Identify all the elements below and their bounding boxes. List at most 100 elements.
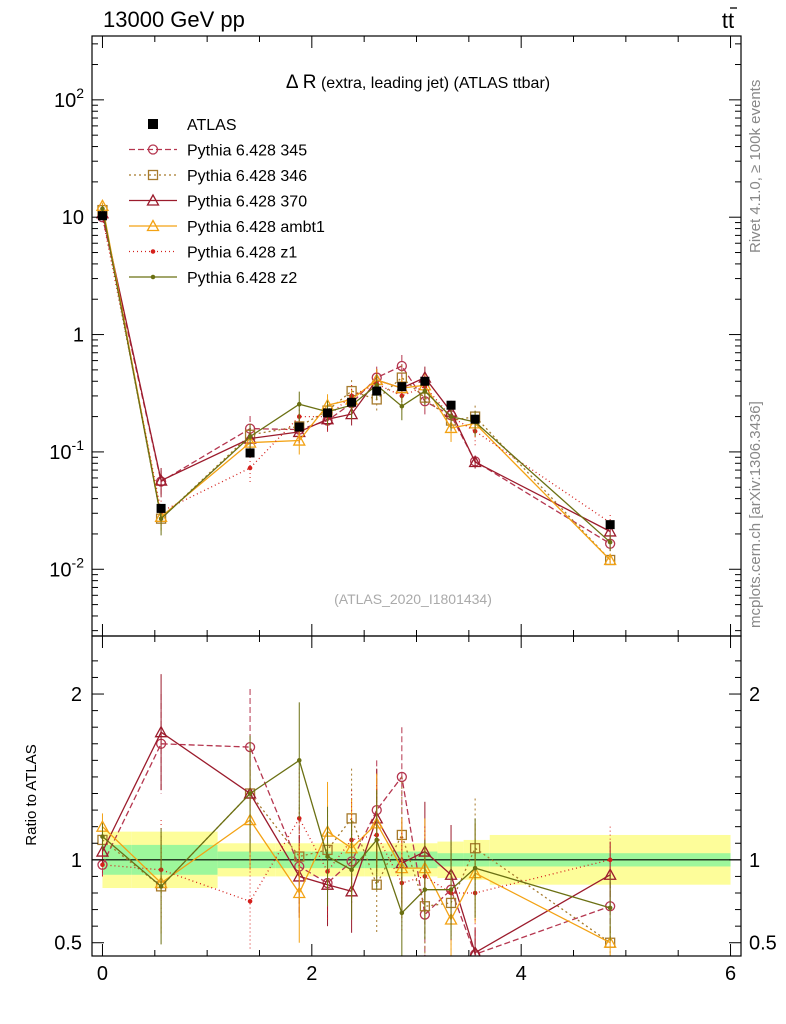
legend-item: ATLAS bbox=[148, 117, 237, 134]
legend: ATLAS Pythia 6.428 345 Pythia 6.428 346 Pyt… bbox=[129, 117, 325, 287]
legend-label: ATLAS bbox=[187, 117, 237, 134]
ratio-point bbox=[158, 884, 164, 889]
series-point bbox=[607, 539, 613, 545]
series-2 bbox=[95, 206, 617, 541]
ratio-tick-label-right: 2 bbox=[749, 684, 760, 706]
ratio-line bbox=[102, 759, 611, 915]
legend-marker bbox=[146, 193, 160, 206]
legend-marker bbox=[147, 169, 159, 181]
ratio-point bbox=[448, 887, 454, 892]
legend-label: Pythia 6.428 z1 bbox=[187, 245, 297, 262]
legend-item: Pythia 6.428 z1 bbox=[129, 245, 297, 262]
ratio-point bbox=[396, 771, 407, 783]
ratio-ylabel: Ratio to ATLAS bbox=[23, 744, 40, 845]
legend-label: Pythia 6.428 z2 bbox=[187, 270, 297, 287]
data-point bbox=[323, 408, 333, 418]
data-point bbox=[446, 400, 456, 410]
series-line bbox=[101, 205, 611, 561]
legend-marker bbox=[150, 274, 156, 280]
mcplots-label: mcplots.cern.ch [arXiv:1306.3436] bbox=[747, 401, 764, 628]
series-point bbox=[444, 421, 458, 434]
ratio-frame bbox=[91, 635, 742, 957]
data-point bbox=[397, 382, 407, 392]
x-tick-label: 0 bbox=[97, 963, 108, 985]
title-rest: (extra, leading jet) (ATLAS ttbar) bbox=[317, 75, 551, 92]
series-line bbox=[101, 213, 611, 533]
ratio-point bbox=[349, 867, 354, 873]
series-point bbox=[247, 434, 253, 439]
ratio-point bbox=[154, 725, 168, 738]
data-point bbox=[347, 397, 357, 407]
y-tick-base: 10 bbox=[49, 559, 71, 581]
data-point bbox=[605, 520, 615, 530]
series-5 bbox=[100, 205, 613, 552]
series-point bbox=[292, 433, 306, 446]
ratio-tick-label-left: 0.5 bbox=[54, 933, 82, 955]
ratio-tick-label-left: 2 bbox=[71, 684, 82, 706]
x-tick-label: 2 bbox=[306, 963, 317, 985]
analysis-watermark: (ATLAS_2020_I1801434) bbox=[334, 591, 492, 607]
legend-label: Pythia 6.428 345 bbox=[187, 143, 307, 160]
data-point bbox=[372, 386, 382, 396]
series-point bbox=[603, 553, 617, 566]
ratio-point bbox=[247, 791, 253, 796]
series-point bbox=[154, 473, 168, 486]
series-line bbox=[101, 208, 611, 543]
legend-label: Pythia 6.428 346 bbox=[187, 168, 307, 185]
rivet-label: Rivet 4.1.0, ≥ 100k events bbox=[747, 80, 764, 253]
ratio-point bbox=[100, 834, 105, 839]
series-point bbox=[399, 403, 405, 409]
legend-item: Pythia 6.428 z2 bbox=[129, 270, 297, 287]
ratio-point bbox=[603, 935, 617, 948]
process-antitop: t bbox=[728, 8, 734, 33]
x-tick-label: 6 bbox=[725, 963, 736, 985]
ratio-series-5 bbox=[100, 702, 613, 956]
y-tick-label: 10 bbox=[62, 207, 84, 229]
series-point bbox=[296, 401, 302, 407]
data-point bbox=[156, 503, 166, 513]
legend-item: Pythia 6.428 ambt1 bbox=[129, 219, 325, 236]
ratio-point bbox=[422, 887, 428, 892]
y-tick-exp: -2 bbox=[72, 554, 85, 570]
legend-marker bbox=[147, 144, 159, 155]
ratio-point bbox=[607, 857, 613, 863]
series-line bbox=[101, 209, 611, 561]
legend-item: Pythia 6.428 345 bbox=[129, 143, 307, 160]
ratio-point bbox=[292, 886, 306, 899]
series-3 bbox=[95, 198, 617, 566]
series-point bbox=[247, 465, 253, 471]
data-point bbox=[245, 448, 255, 458]
plot-title: Δ R (extra, leading jet) (ATLAS ttbar) bbox=[286, 72, 550, 93]
y-tick-exp: -1 bbox=[72, 437, 85, 453]
energy-label: 13000 GeV pp bbox=[103, 7, 245, 32]
legend-marker bbox=[148, 119, 158, 129]
legend-marker bbox=[146, 219, 160, 232]
legend-label: Pythia 6.428 370 bbox=[187, 194, 307, 211]
y-tick-base: 10 bbox=[49, 442, 71, 464]
y-tick-label: 102 bbox=[54, 85, 84, 112]
ratio-point bbox=[399, 910, 405, 916]
legend-item: Pythia 6.428 346 bbox=[129, 168, 307, 185]
process-label: tt bbox=[722, 8, 734, 33]
data-point bbox=[294, 422, 304, 432]
ratio-point bbox=[469, 945, 481, 956]
y-tick-label: 1 bbox=[73, 325, 84, 347]
y-tick-base: 10 bbox=[54, 90, 76, 112]
ratio-tick-label-left: 1 bbox=[71, 850, 82, 872]
y-tick-base: 10 bbox=[62, 207, 84, 229]
series-point bbox=[100, 206, 105, 212]
ratio-tick-label-right: 1 bbox=[749, 850, 760, 872]
series-0 bbox=[97, 212, 616, 553]
ratio-line bbox=[102, 819, 611, 944]
data-point bbox=[470, 414, 480, 424]
ratio-line bbox=[102, 817, 611, 903]
ratio-point bbox=[296, 758, 302, 763]
ratio-series-layer bbox=[95, 674, 617, 956]
process-top: t bbox=[722, 8, 728, 33]
data-series bbox=[97, 211, 615, 530]
ratio-point bbox=[374, 837, 380, 843]
legend-item: Pythia 6.428 370 bbox=[129, 194, 307, 211]
series-point bbox=[374, 382, 380, 388]
